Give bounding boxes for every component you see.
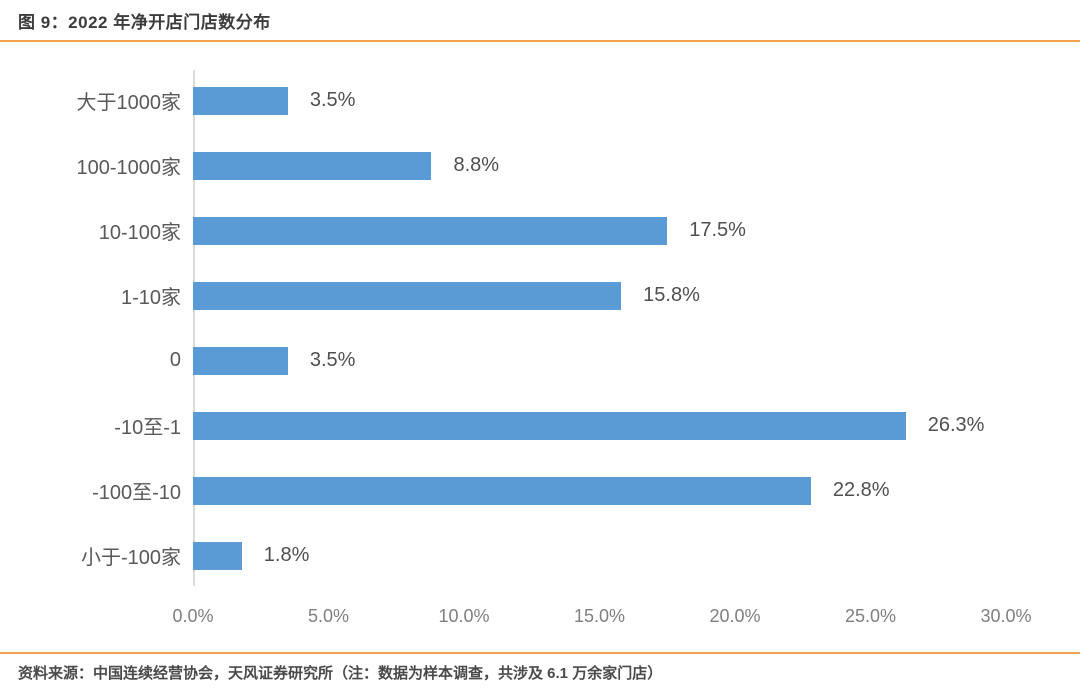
bar: [193, 281, 622, 310]
title-divider-line: [0, 40, 1080, 42]
bar-track: 1.8%: [193, 541, 1006, 570]
bar-row: -100至-10 22.8%: [0, 458, 1080, 523]
bar-row: -10至-1 26.3%: [0, 393, 1080, 458]
bar: [193, 411, 906, 440]
bar-row: 1-10家 15.8%: [0, 263, 1080, 328]
bar-track: 8.8%: [193, 151, 1006, 180]
bar-track: 3.5%: [193, 86, 1006, 115]
x-tick-label: 0.0%: [172, 606, 214, 626]
category-label: 大于1000家: [76, 92, 182, 114]
category-label: -10至-1: [114, 417, 181, 439]
category-label: 10-100家: [98, 222, 181, 244]
x-tick-label: 5.0%: [307, 606, 350, 626]
bar: [193, 541, 242, 570]
value-label: 3.5%: [309, 89, 356, 111]
category-label: 0: [169, 349, 181, 371]
bar-rows: 大于1000家 3.5% 100-1000家 8.8% 10-100家 17.5…: [0, 68, 1080, 588]
category-label: -100至-10: [92, 482, 181, 504]
bar: [193, 476, 811, 505]
bar-track: 26.3%: [193, 411, 1006, 440]
bar-track: 15.8%: [193, 281, 1006, 310]
value-label: 15.8%: [643, 284, 700, 306]
value-label: 1.8%: [263, 544, 310, 566]
value-label: 17.5%: [689, 219, 746, 241]
bar: [193, 346, 288, 375]
value-label: 22.8%: [832, 479, 890, 501]
source-note: 资料来源：中国连续经营协会，天风证券研究所（注：数据为样本调查，共涉及 6.1 …: [18, 665, 663, 682]
bar-row: 100-1000家 8.8%: [0, 133, 1080, 198]
x-tick-label: 20.0%: [709, 606, 761, 626]
value-label: 3.5%: [309, 349, 356, 371]
x-tick-label: 30.0%: [980, 606, 1032, 626]
figure-title: 图 9：2022 年净开店门店数分布: [18, 13, 271, 32]
bar-row: 0 3.5%: [0, 328, 1080, 393]
x-tick-label: 15.0%: [573, 606, 626, 626]
bar: [193, 151, 432, 180]
bar: [193, 216, 668, 245]
category-label: 小于-100家: [80, 547, 181, 569]
bar-row: 10-100家 17.5%: [0, 198, 1080, 263]
x-tick-label: 25.0%: [844, 606, 897, 626]
value-label: 26.3%: [927, 414, 985, 436]
bar: [193, 86, 288, 115]
bar-track: 3.5%: [193, 346, 1006, 375]
category-label: 1-10家: [120, 287, 181, 309]
bar-track: 22.8%: [193, 476, 1006, 505]
y-axis-line: [193, 70, 195, 586]
footer-divider-line: [0, 652, 1080, 654]
category-label: 100-1000家: [76, 157, 181, 179]
value-label: 8.8%: [453, 154, 500, 176]
bar-row: 小于-100家 1.8%: [0, 523, 1080, 588]
bar-row: 大于1000家 3.5%: [0, 68, 1080, 133]
x-tick-label: 10.0%: [438, 606, 490, 626]
bar-track: 17.5%: [193, 216, 1006, 245]
x-axis-tick-labels: 0.0% 5.0% 10.0% 15.0% 20.0% 25.0% 30.0%: [172, 606, 1031, 632]
